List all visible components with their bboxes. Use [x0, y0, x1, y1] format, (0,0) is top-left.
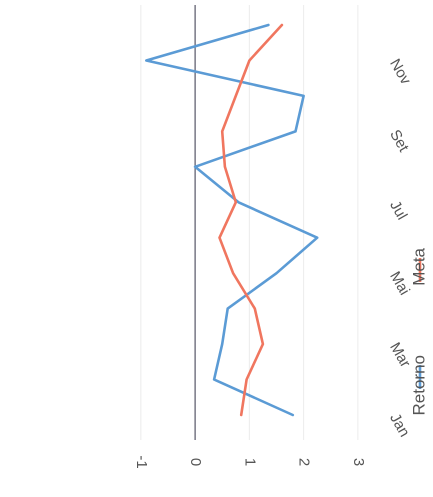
legend-label-meta: Meta [409, 247, 428, 285]
series-layer [145, 23, 319, 417]
y-axis-ticks: -1 0 1 2 3 [133, 455, 367, 468]
y-tick-label: -1 [133, 455, 150, 468]
legend: Retorno Meta [409, 247, 428, 415]
legend-label-retorno: Retorno [409, 355, 428, 415]
series-line-retorno [145, 23, 319, 417]
x-tick-label: Set [386, 127, 412, 156]
x-tick-label: Nov [386, 56, 414, 88]
y-tick-label: 2 [296, 458, 313, 466]
series-line-meta [218, 23, 284, 417]
y-tick-label: 3 [350, 458, 367, 466]
grid-layer [140, 5, 359, 440]
x-tick-label: Jul [386, 198, 410, 223]
y-tick-label: 0 [187, 458, 204, 466]
y-tick-label: 1 [241, 458, 258, 466]
